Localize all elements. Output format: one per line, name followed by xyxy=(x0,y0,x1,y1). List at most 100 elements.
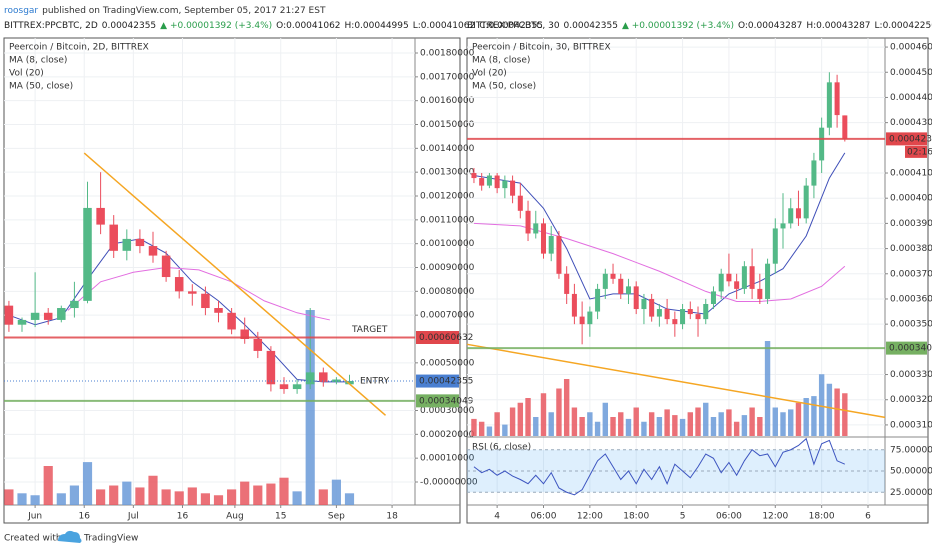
x-tick-label: 06:00 xyxy=(531,512,557,522)
candle-body xyxy=(122,238,132,251)
x-tick-label: 16 xyxy=(177,512,189,522)
volume-bar xyxy=(122,481,132,505)
candle-body xyxy=(4,305,14,325)
volume-bar xyxy=(525,398,531,436)
y-tick-label: 0.00038000 xyxy=(890,244,932,254)
legend-entry: MA (50, close) xyxy=(472,82,536,92)
y-tick-label: 0.00080000 xyxy=(420,287,475,297)
legend-entry: MA (8, close) xyxy=(9,56,67,66)
candle-body xyxy=(43,312,53,320)
volume-bar xyxy=(517,402,524,436)
volume-bar xyxy=(540,393,547,436)
price-label: 0.00042355 xyxy=(419,377,473,387)
y-tick-label: 0.00031000 xyxy=(890,420,932,430)
volume-bar xyxy=(109,485,119,505)
volume-bar xyxy=(240,481,250,505)
candle-body xyxy=(319,372,328,382)
candle-body xyxy=(587,311,593,325)
y-tick-label: 0.00160000 xyxy=(420,96,475,106)
left-frame xyxy=(3,37,461,524)
volume-bar xyxy=(641,421,647,436)
volume-bar xyxy=(148,475,158,505)
x-tick-label: 12:00 xyxy=(762,512,788,522)
moving-average xyxy=(67,267,330,321)
y-tick-label: 0.00130000 xyxy=(420,168,475,178)
candle-body xyxy=(83,207,92,301)
ticker-last: 0.00042355 xyxy=(564,21,618,31)
x-tick-label: 4 xyxy=(494,512,500,522)
price-label-box xyxy=(416,330,459,344)
volume-bar xyxy=(56,493,66,505)
volume-bar xyxy=(30,495,40,505)
volume-bar xyxy=(17,493,27,505)
volume-bar xyxy=(726,409,732,436)
trendline xyxy=(466,343,886,419)
volume-bar xyxy=(772,407,778,436)
candle-body xyxy=(240,329,249,340)
candle-body xyxy=(772,228,778,264)
countdown: 02:16 xyxy=(907,147,932,157)
volume-bar xyxy=(135,487,145,505)
y-tick-label: 0.00039000 xyxy=(890,219,932,229)
y-tick-label: 0.00030000 xyxy=(420,406,475,416)
x-tick-label: Jun xyxy=(27,512,42,522)
candle-body xyxy=(332,379,341,382)
y-tick-label: 0.00090000 xyxy=(420,263,475,273)
volume-bar xyxy=(687,412,693,436)
volume-bar xyxy=(803,398,809,436)
y-tick-label: 0.00170000 xyxy=(420,72,475,82)
candle-body xyxy=(201,293,210,309)
volume-bar xyxy=(718,412,724,436)
candle-body xyxy=(641,298,647,310)
published: published on TradingView.com, September … xyxy=(42,6,326,16)
x-tick-label: Aug xyxy=(226,512,244,522)
volume-bar xyxy=(161,489,171,505)
y-tick-label: 0.00036000 xyxy=(890,294,932,304)
volume-bar xyxy=(344,493,355,505)
x-tick-label: 15 xyxy=(275,512,286,522)
volume-bar xyxy=(618,412,624,436)
volume-bar xyxy=(571,407,578,436)
annotation: ENTRY xyxy=(360,377,390,387)
y-tick-label: 0.00045000 xyxy=(890,68,932,78)
y-tick-label: 0.00180000 xyxy=(420,49,475,59)
volume-bar xyxy=(96,489,106,505)
volume-bar xyxy=(279,477,289,505)
volume-bar xyxy=(533,417,539,436)
volume-bar xyxy=(648,412,655,436)
candle-body xyxy=(305,372,315,385)
x-tick-label: 16 xyxy=(79,512,91,522)
moving-average xyxy=(8,238,350,383)
candle-body xyxy=(734,281,740,289)
volume-bar xyxy=(842,393,848,436)
candle-body xyxy=(680,309,686,325)
price-label: 0.00042355 xyxy=(889,134,932,144)
author[interactable]: roosgar xyxy=(4,6,38,16)
candle-body xyxy=(780,223,786,229)
candle-body xyxy=(564,273,570,294)
x-tick-label: Jul xyxy=(127,512,139,522)
y-tick-label: 0.00010000 xyxy=(420,454,475,464)
candle-body xyxy=(279,384,289,390)
volume-bar xyxy=(818,374,825,436)
volume-bar xyxy=(741,415,748,436)
volume-bar xyxy=(494,412,500,436)
candle-body xyxy=(703,304,709,320)
volume-bar xyxy=(266,483,276,505)
volume-bar xyxy=(331,479,341,505)
footer-brand[interactable]: TradingView xyxy=(83,534,138,544)
y-tick-label: 0.00033000 xyxy=(890,370,932,380)
candle-body xyxy=(161,255,171,278)
volume-bar xyxy=(563,379,570,436)
candle-body xyxy=(664,309,670,320)
rsi-tick-label: 50.00000 xyxy=(890,467,932,477)
trendline xyxy=(83,152,387,416)
candle-body xyxy=(633,286,639,310)
ticker: BITTREX:PPCBTC, 30 0.00042355 ▲ +0.0000139… xyxy=(467,21,932,31)
volume-bar xyxy=(587,412,593,436)
candle-body xyxy=(826,82,832,128)
volume-bar xyxy=(764,341,771,436)
y-tick-label: 0.00110000 xyxy=(420,215,475,225)
volume-bar xyxy=(757,417,763,436)
ticker-symbol: BITTREX:PPCBTC, 2D xyxy=(4,21,98,31)
